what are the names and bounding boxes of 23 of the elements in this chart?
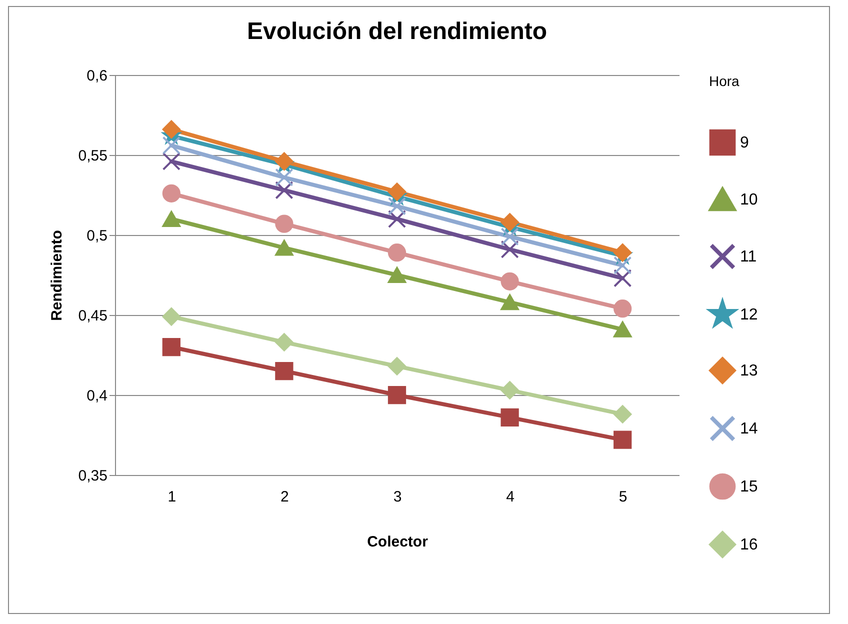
- y-tick-label: 0,5: [86, 228, 108, 244]
- x-tick-label: 3: [393, 488, 402, 506]
- legend-label: 16: [740, 536, 758, 554]
- legend-label: 13: [740, 362, 758, 380]
- legend-label: 9: [740, 134, 749, 152]
- x-axis-title: Colector: [367, 534, 428, 550]
- x-tick-label: 5: [618, 488, 628, 506]
- chart-title: Evolución del rendimiento: [246, 18, 548, 45]
- legend-label: 14: [740, 420, 758, 438]
- y-axis-title: Rendimiento: [48, 230, 66, 321]
- y-tick-label: 0,6: [86, 68, 108, 84]
- x-tick-label: 1: [168, 488, 176, 506]
- x-tick-label: 4: [506, 488, 514, 506]
- legend-label: 11: [740, 248, 757, 266]
- legend-title: Hora: [709, 73, 740, 89]
- x-tick-label: 2: [280, 488, 289, 506]
- legend-label: 15: [740, 478, 758, 496]
- y-tick-label: 0,55: [78, 148, 108, 164]
- legend-label: 10: [740, 192, 758, 208]
- legend-label: 12: [740, 306, 758, 324]
- y-tick-label: 0,4: [86, 388, 108, 404]
- y-tick-label: 0,35: [78, 468, 108, 484]
- y-tick-label: 0,45: [78, 308, 108, 324]
